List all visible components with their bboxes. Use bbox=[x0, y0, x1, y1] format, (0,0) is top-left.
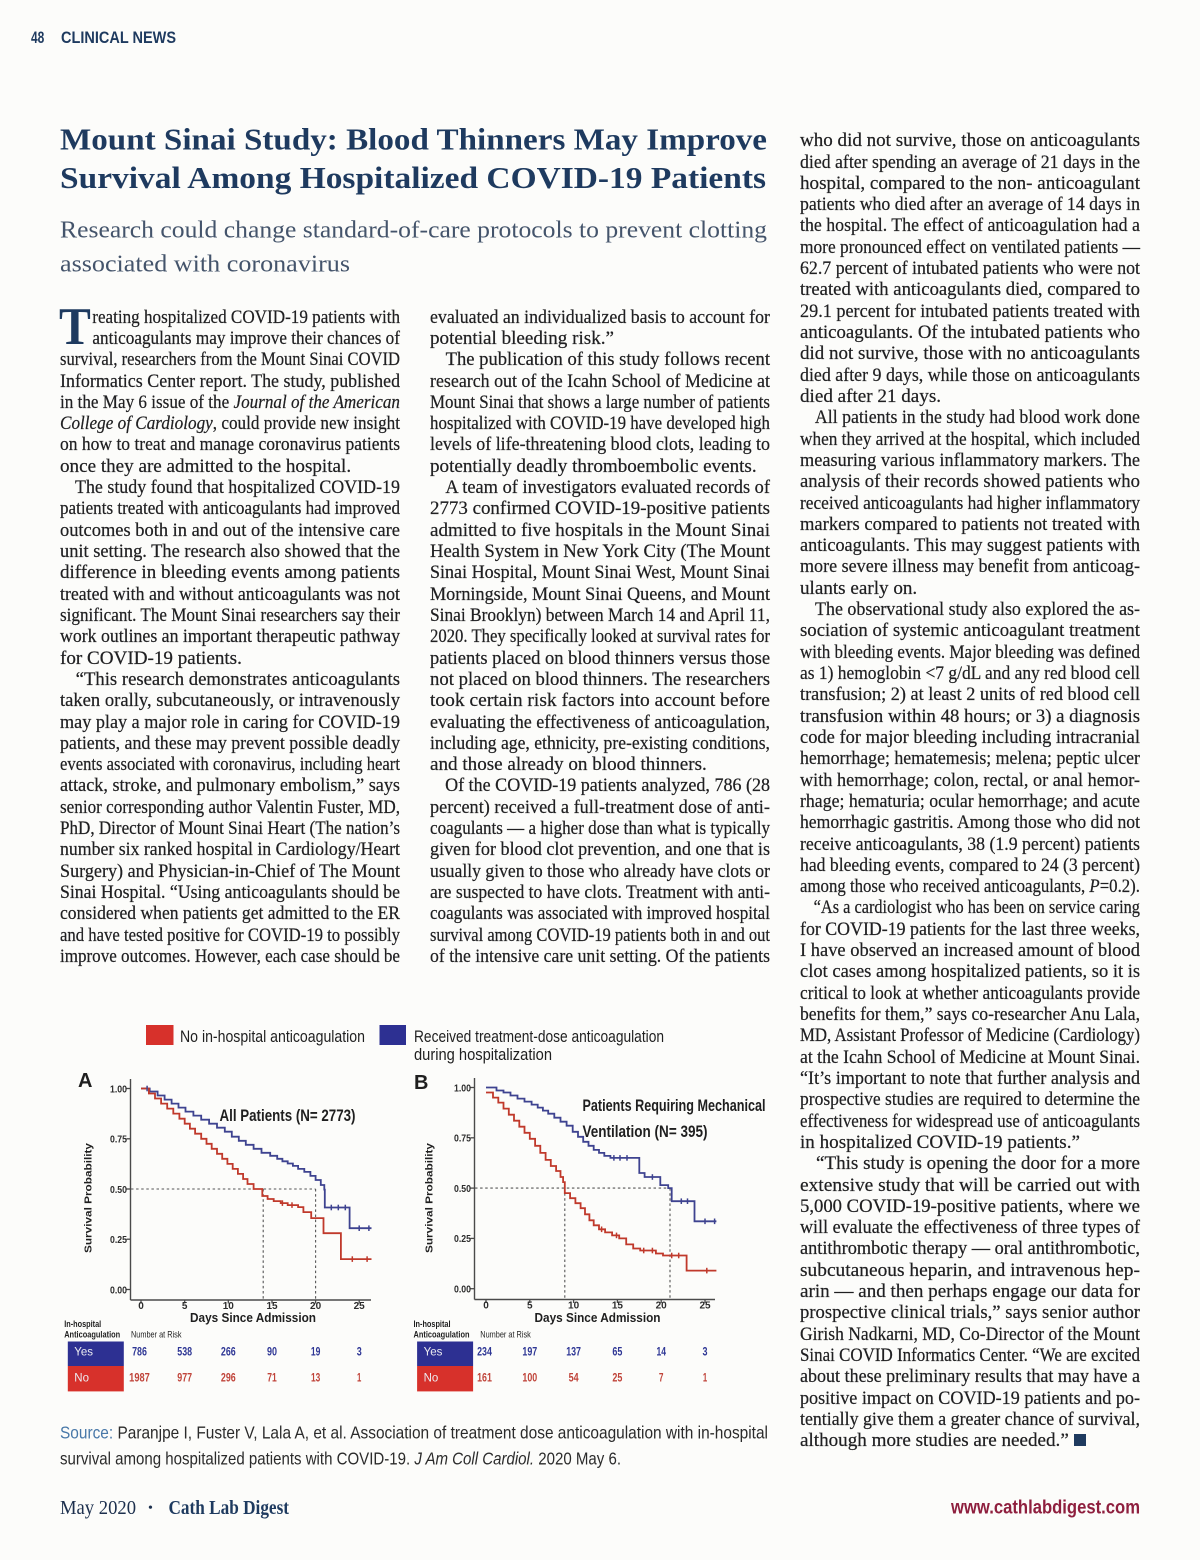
svg-text:Survival Probability: Survival Probability bbox=[83, 1143, 95, 1253]
svg-text:100: 100 bbox=[522, 1370, 537, 1384]
svg-text:B: B bbox=[414, 1072, 428, 1094]
svg-text:Research could change standard: Research could change standard-of-care p… bbox=[60, 217, 767, 244]
svg-text:13: 13 bbox=[311, 1370, 321, 1384]
svg-text:25: 25 bbox=[612, 1370, 622, 1384]
svg-text:1.00: 1.00 bbox=[454, 1082, 471, 1094]
svg-text:A: A bbox=[78, 1070, 92, 1092]
svg-text:Survival Among Hospitalized CO: Survival Among Hospitalized COVID-19 Pat… bbox=[60, 161, 766, 195]
svg-text:538: 538 bbox=[177, 1345, 192, 1359]
svg-text:1.00: 1.00 bbox=[110, 1083, 127, 1095]
svg-text:1987: 1987 bbox=[129, 1370, 150, 1384]
svg-text:0.00: 0.00 bbox=[110, 1284, 127, 1296]
svg-text:10: 10 bbox=[223, 1301, 235, 1312]
svg-text:0.75: 0.75 bbox=[454, 1133, 471, 1145]
svg-text:234: 234 bbox=[477, 1345, 492, 1359]
svg-text:161: 161 bbox=[477, 1370, 492, 1384]
svg-text:0.50: 0.50 bbox=[110, 1184, 127, 1196]
svg-text:0: 0 bbox=[138, 1301, 144, 1312]
svg-text:25: 25 bbox=[699, 1300, 711, 1311]
svg-text:786: 786 bbox=[132, 1345, 147, 1359]
svg-text:20: 20 bbox=[656, 1300, 668, 1311]
svg-text:0.25: 0.25 bbox=[110, 1234, 127, 1246]
svg-text:No in-hospital anticoagulation: No in-hospital anticoagulation bbox=[180, 1027, 365, 1046]
svg-text:0.75: 0.75 bbox=[110, 1134, 127, 1146]
svg-text:No: No bbox=[74, 1372, 89, 1384]
svg-text:90: 90 bbox=[267, 1345, 277, 1359]
svg-text:3: 3 bbox=[703, 1345, 708, 1359]
svg-text:0: 0 bbox=[483, 1300, 489, 1311]
svg-text:54: 54 bbox=[569, 1370, 579, 1384]
svg-text:137: 137 bbox=[566, 1345, 581, 1359]
svg-text:0.25: 0.25 bbox=[454, 1233, 471, 1245]
svg-text:3: 3 bbox=[357, 1345, 362, 1359]
svg-text:5: 5 bbox=[527, 1300, 533, 1311]
svg-text:197: 197 bbox=[522, 1345, 537, 1359]
svg-text:977: 977 bbox=[177, 1370, 192, 1384]
svg-text:survival among hospitalized pa: survival among hospitalized patients wit… bbox=[60, 1449, 621, 1469]
svg-text:All Patients (N= 2773): All Patients (N= 2773) bbox=[220, 1106, 356, 1125]
svg-text:65: 65 bbox=[612, 1345, 622, 1359]
svg-text:20: 20 bbox=[310, 1301, 322, 1312]
svg-text:CLINICAL NEWS: CLINICAL NEWS bbox=[61, 29, 176, 47]
svg-text:Number at Risk: Number at Risk bbox=[480, 1329, 531, 1340]
svg-text:May 2020: May 2020 bbox=[60, 1497, 136, 1519]
svg-text:296: 296 bbox=[221, 1370, 236, 1384]
svg-text:No: No bbox=[424, 1372, 439, 1384]
svg-text:15: 15 bbox=[266, 1301, 278, 1312]
svg-text:15: 15 bbox=[612, 1300, 624, 1311]
svg-text:7: 7 bbox=[659, 1370, 664, 1384]
svg-text:Received treatment-dose antico: Received treatment-dose anticoagulation bbox=[414, 1027, 664, 1046]
svg-text:71: 71 bbox=[267, 1370, 277, 1384]
svg-text:48: 48 bbox=[31, 29, 44, 47]
svg-text:266: 266 bbox=[221, 1345, 236, 1359]
svg-text:19: 19 bbox=[311, 1345, 321, 1359]
svg-text:during hospitalization: during hospitalization bbox=[414, 1045, 552, 1064]
svg-text:Cath Lab Digest: Cath Lab Digest bbox=[169, 1497, 290, 1519]
svg-text:Mount Sinai Study: Blood Thinn: Mount Sinai Study: Blood Thinners May Im… bbox=[60, 123, 767, 157]
svg-text:10: 10 bbox=[568, 1300, 580, 1311]
svg-text:0.50: 0.50 bbox=[454, 1183, 471, 1195]
svg-text:Days Since Admission: Days Since Admission bbox=[190, 1310, 316, 1325]
svg-text:Days Since Admission: Days Since Admission bbox=[535, 1310, 661, 1325]
svg-text:In-hospital: In-hospital bbox=[414, 1319, 451, 1330]
svg-text:14: 14 bbox=[656, 1345, 666, 1359]
svg-text:Yes: Yes bbox=[424, 1347, 443, 1359]
svg-text:Number at Risk: Number at Risk bbox=[131, 1329, 182, 1340]
svg-text:www.cathlabdigest.com: www.cathlabdigest.com bbox=[950, 1497, 1140, 1519]
svg-text:In-hospital: In-hospital bbox=[64, 1319, 101, 1330]
svg-text:Source: Paranjpe I, Fuster V,: Source: Paranjpe I, Fuster V, Lala A, et… bbox=[60, 1423, 768, 1443]
svg-text:1: 1 bbox=[703, 1370, 708, 1384]
svg-text:Ventilation (N= 395): Ventilation (N= 395) bbox=[583, 1122, 708, 1141]
svg-text:Survival Probability: Survival Probability bbox=[424, 1143, 436, 1253]
svg-text:5: 5 bbox=[182, 1301, 188, 1312]
svg-text:25: 25 bbox=[354, 1301, 366, 1312]
svg-text:Yes: Yes bbox=[74, 1347, 93, 1359]
svg-text:•: • bbox=[148, 1501, 153, 1516]
svg-text:Patients Requiring Mechanical: Patients Requiring Mechanical bbox=[583, 1096, 766, 1115]
svg-text:1: 1 bbox=[357, 1370, 362, 1384]
svg-text:0.00: 0.00 bbox=[454, 1284, 471, 1296]
svg-text:Anticoagulation: Anticoagulation bbox=[414, 1329, 470, 1340]
svg-text:associated with coronavirus: associated with coronavirus bbox=[60, 251, 350, 278]
svg-text:Anticoagulation: Anticoagulation bbox=[64, 1329, 120, 1340]
